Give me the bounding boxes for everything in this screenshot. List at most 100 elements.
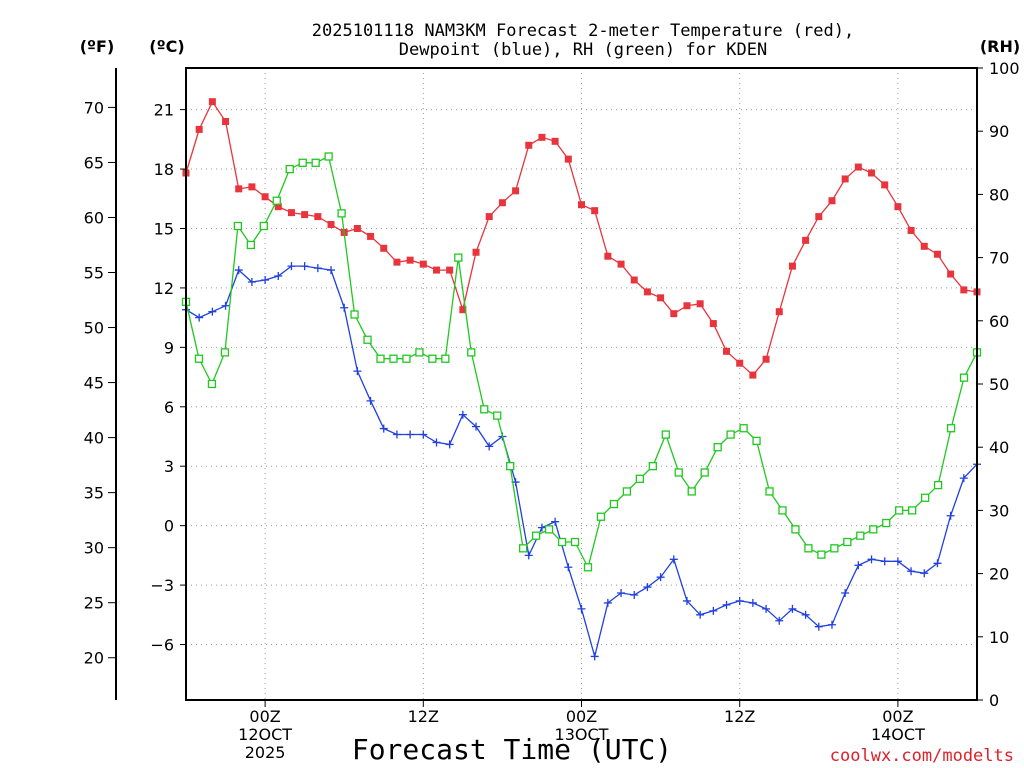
temperature-point	[670, 310, 678, 318]
rh-tick-label: 60	[989, 312, 1009, 331]
plot-frame	[185, 67, 978, 701]
x-tick-label: 00Z	[249, 707, 280, 726]
rh-point	[311, 158, 320, 167]
dewpoint-line	[185, 265, 978, 659]
rh-point	[700, 468, 709, 477]
chart-title-line2: Dewpoint (blue), RH (green) for KDEN	[399, 40, 767, 60]
temperature-point	[195, 125, 203, 133]
temperature-point	[432, 266, 440, 274]
rh-tick-label: 50	[989, 375, 1009, 394]
temperature-point	[749, 371, 757, 379]
temperature-point	[723, 347, 731, 355]
rh-point	[830, 544, 839, 553]
dewpoint-point	[933, 559, 942, 568]
x-tick-date-label: 12OCT	[238, 725, 292, 744]
fahrenheit-tick-label: 40	[84, 429, 104, 448]
temperature-point	[446, 266, 454, 274]
rh-point	[817, 550, 826, 559]
rh-point	[246, 240, 255, 250]
dewpoint-point	[788, 604, 797, 613]
dewpoint-point	[353, 367, 362, 376]
dewpoint-point	[656, 573, 665, 582]
dewpoint-point	[537, 523, 546, 532]
rh-point	[324, 152, 333, 161]
dewpoint-point	[221, 301, 230, 310]
temperature-point	[512, 187, 520, 195]
temperature-point	[894, 203, 902, 211]
temperature-point	[525, 141, 533, 149]
rh-point	[376, 354, 385, 363]
dewpoint-point	[419, 430, 428, 439]
rh-series	[181, 152, 982, 572]
temperature-point	[617, 260, 625, 268]
dewpoint-point	[247, 277, 256, 286]
temperature-point	[222, 117, 230, 125]
rh-point	[544, 525, 554, 534]
dewpoint-point	[696, 610, 705, 619]
temperature-point	[498, 199, 506, 207]
temperature-point	[551, 137, 559, 145]
dewpoint-point	[801, 610, 810, 619]
rh-point	[959, 373, 969, 382]
dewpoint-point	[814, 622, 823, 631]
temperature-point	[881, 181, 889, 189]
x-axis-title: Forecast Time (UTC)	[352, 733, 672, 766]
x-tick-label: 12Z	[724, 707, 755, 726]
temperature-point	[248, 183, 256, 191]
temperature-point	[933, 250, 941, 258]
celsius-unit-label: (ºC)	[149, 37, 184, 56]
temperature-point	[472, 248, 480, 256]
rh-point	[908, 506, 917, 515]
rh-point	[518, 544, 528, 553]
rh-point	[363, 335, 372, 344]
rh-point	[778, 506, 787, 515]
rh-point	[207, 379, 217, 389]
dewpoint-point	[920, 569, 929, 578]
dewpoint-point	[195, 313, 204, 322]
temperature-point	[235, 185, 243, 193]
dewpoint-point	[907, 567, 916, 576]
dewpoint-point	[577, 604, 586, 613]
rh-tick-label: 100	[989, 59, 1020, 78]
temperature-point	[314, 213, 322, 221]
dewpoint-point	[617, 589, 626, 598]
rh-point	[895, 506, 904, 515]
dewpoint-point	[748, 598, 757, 607]
dewpoint-point	[959, 474, 968, 483]
rh-point	[946, 424, 956, 433]
dewpoint-point	[524, 551, 533, 560]
chart-title-line1: 2025101118 NAM3KM Forecast 2-meter Tempe…	[312, 21, 854, 41]
dewpoint-point	[841, 589, 850, 598]
dewpoint-point	[261, 275, 270, 284]
rh-point	[752, 436, 761, 446]
temperature-point	[960, 286, 968, 294]
fahrenheit-tick-label: 30	[84, 539, 104, 558]
axes-layer: 211815129630−3−6706560555045403530252010…	[84, 59, 1020, 762]
rh-tick-label: 80	[989, 185, 1009, 204]
rh-point	[635, 474, 645, 483]
dewpoint-point	[208, 307, 217, 316]
temperature-point	[788, 262, 796, 270]
rh-point	[557, 537, 567, 547]
fahrenheit-tick-label: 55	[84, 264, 104, 283]
temperature-point	[327, 221, 335, 229]
temperature-point	[657, 294, 665, 302]
rh-point	[428, 354, 437, 363]
dewpoint-point	[669, 555, 678, 564]
temperature-point	[907, 226, 915, 234]
rh-point	[791, 525, 800, 534]
temperature-point	[459, 306, 467, 314]
rh-point	[441, 354, 450, 363]
dewpoint-point	[709, 606, 718, 615]
celsius-tick-label: 3	[164, 457, 174, 476]
temperature-point	[854, 163, 862, 171]
x-tick-date-label: 14OCT	[871, 725, 925, 744]
rh-point	[713, 443, 722, 452]
rh-point	[272, 196, 281, 205]
x-tick-label: 00Z	[566, 707, 597, 726]
dewpoint-point	[287, 262, 296, 271]
temperature-point	[775, 308, 783, 316]
rh-point	[856, 531, 865, 540]
fahrenheit-tick-label: 65	[84, 153, 104, 172]
dewpoint-point	[867, 555, 876, 564]
